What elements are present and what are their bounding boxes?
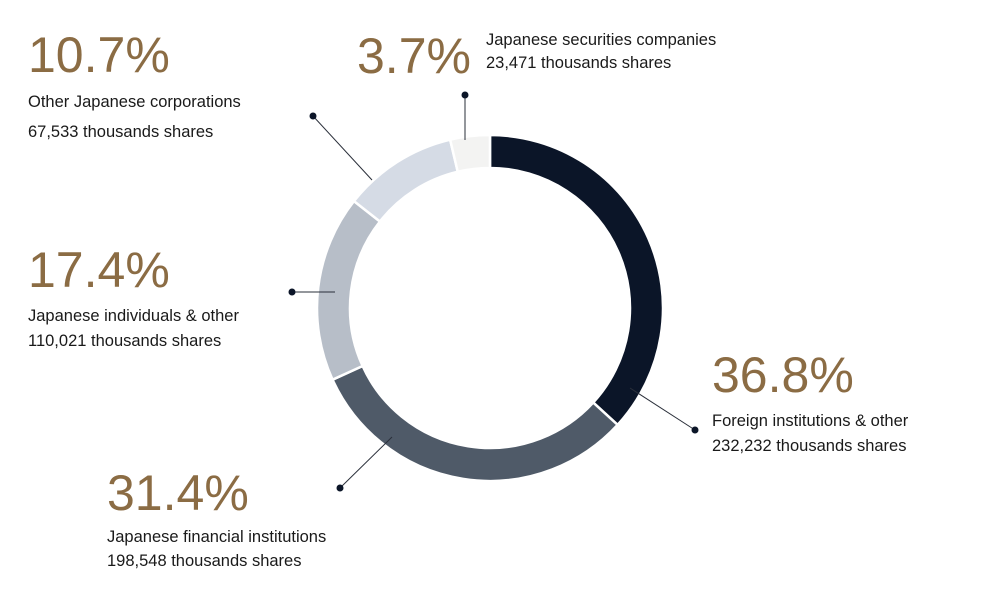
leader-dot <box>336 484 344 492</box>
category-label: Japanese securities companies <box>486 31 716 49</box>
leader-dot <box>288 288 296 296</box>
shares-label: 23,471 thousands shares <box>486 54 671 72</box>
leader-dot <box>309 112 317 120</box>
percent-label: 31.4% <box>107 465 249 521</box>
percent-label: 36.8% <box>712 347 854 403</box>
donut-segment <box>352 138 460 224</box>
leader-line <box>629 387 696 431</box>
leader-line <box>312 115 373 181</box>
category-label: Other Japanese corporations <box>28 93 241 111</box>
shares-label: 110,021 thousands shares <box>28 332 221 350</box>
percent-label: 17.4% <box>28 242 170 298</box>
percent-label: 3.7% <box>357 28 471 84</box>
category-label: Japanese individuals & other <box>28 307 239 325</box>
donut-segment <box>448 133 492 174</box>
leader-dot <box>461 91 469 99</box>
category-label: Japanese financial institutions <box>107 528 326 546</box>
percent-label: 10.7% <box>28 27 170 83</box>
donut-segment <box>315 199 382 382</box>
leader-line <box>339 436 393 489</box>
category-label: Foreign institutions & other <box>712 412 909 430</box>
leader-dot <box>691 426 699 434</box>
donut-segment <box>488 133 665 427</box>
shares-label: 198,548 thousands shares <box>107 552 301 570</box>
donut-segment <box>330 364 620 483</box>
shares-label: 67,533 thousands shares <box>28 123 213 141</box>
shares-label: 232,232 thousands shares <box>712 437 906 455</box>
